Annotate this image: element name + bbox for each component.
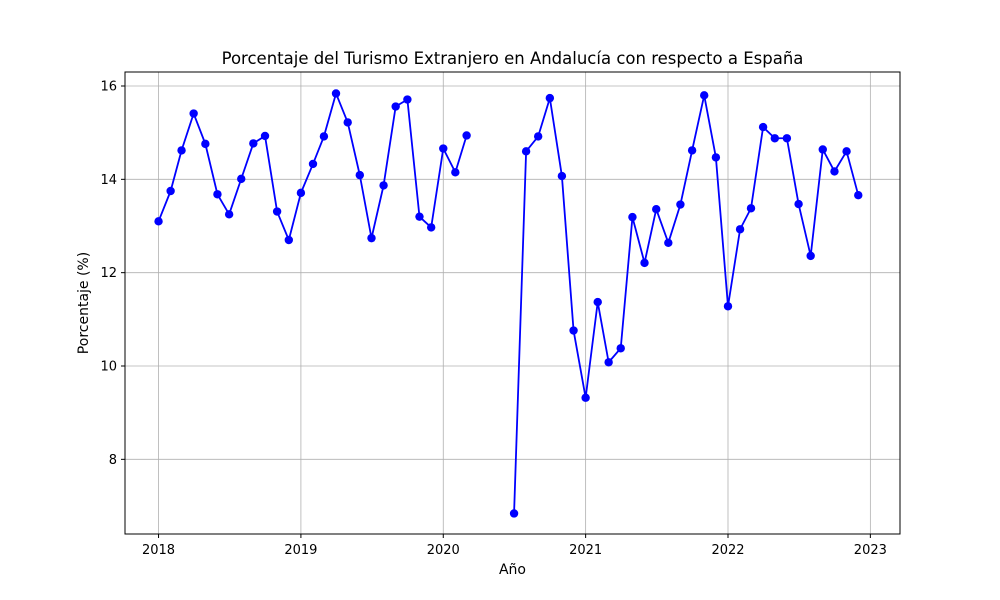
data-point[interactable] bbox=[462, 131, 471, 140]
data-point[interactable] bbox=[628, 212, 637, 222]
data-point[interactable] bbox=[509, 509, 519, 518]
data-point[interactable] bbox=[451, 168, 460, 177]
data-point[interactable] bbox=[260, 131, 270, 141]
ticks: 2018 2019 2020 2021 2022 2023 8 10 12 14 16 bbox=[100, 80, 886, 559]
data-point[interactable] bbox=[272, 207, 282, 216]
data-point[interactable] bbox=[770, 134, 779, 143]
data-point[interactable] bbox=[746, 204, 756, 213]
data-point[interactable] bbox=[391, 102, 400, 111]
data-point[interactable] bbox=[439, 144, 448, 153]
data-point[interactable] bbox=[426, 223, 436, 232]
data-point[interactable] bbox=[545, 93, 555, 103]
data-point[interactable] bbox=[557, 171, 567, 181]
data-point[interactable] bbox=[794, 199, 803, 209]
data-point[interactable] bbox=[521, 147, 531, 156]
data-point[interactable] bbox=[735, 225, 745, 234]
data-point[interactable] bbox=[687, 146, 697, 155]
data-point[interactable] bbox=[616, 344, 625, 353]
y-tick-label: 12 bbox=[100, 266, 117, 281]
data-point[interactable] bbox=[640, 258, 649, 268]
data-point[interactable] bbox=[676, 200, 685, 209]
data-point[interactable] bbox=[177, 146, 186, 155]
data-point[interactable] bbox=[593, 297, 602, 307]
data-point[interactable] bbox=[367, 233, 376, 243]
data-point[interactable] bbox=[533, 132, 543, 141]
y-tick-label: 10 bbox=[100, 360, 117, 375]
data-point[interactable] bbox=[213, 190, 222, 199]
data-point[interactable] bbox=[296, 188, 306, 198]
data-point[interactable] bbox=[415, 212, 424, 221]
data-point[interactable] bbox=[308, 159, 318, 169]
data-point[interactable] bbox=[224, 210, 234, 219]
x-tick-label: 2020 bbox=[427, 543, 460, 558]
data-point[interactable] bbox=[403, 95, 412, 104]
data-point[interactable] bbox=[782, 134, 792, 143]
data-point[interactable] bbox=[652, 205, 661, 214]
data-point[interactable] bbox=[154, 217, 163, 226]
series-layer bbox=[154, 89, 863, 518]
x-tick-label: 2018 bbox=[142, 543, 175, 558]
data-point[interactable] bbox=[818, 145, 827, 154]
data-point[interactable] bbox=[842, 147, 851, 156]
series-line bbox=[513, 94, 860, 514]
data-point[interactable] bbox=[806, 251, 815, 261]
y-tick-label: 8 bbox=[109, 453, 117, 468]
data-point[interactable] bbox=[711, 153, 721, 162]
data-point[interactable] bbox=[237, 174, 246, 184]
data-point[interactable] bbox=[343, 118, 352, 127]
data-point[interactable] bbox=[379, 181, 388, 190]
data-point[interactable] bbox=[604, 358, 613, 367]
x-tick-label: 2019 bbox=[284, 543, 317, 558]
data-point[interactable] bbox=[758, 122, 768, 132]
data-point[interactable] bbox=[723, 302, 733, 311]
data-point[interactable] bbox=[331, 89, 341, 98]
data-point[interactable] bbox=[854, 191, 863, 200]
data-point[interactable] bbox=[189, 109, 198, 118]
data-point[interactable] bbox=[581, 393, 590, 402]
data-point[interactable] bbox=[284, 235, 294, 245]
x-axis-label: Año bbox=[499, 562, 526, 578]
data-point[interactable] bbox=[700, 91, 709, 100]
data-point[interactable] bbox=[201, 139, 210, 149]
y-tick-label: 16 bbox=[100, 80, 117, 95]
x-tick-label: 2023 bbox=[854, 543, 887, 558]
chart-title: Porcentaje del Turismo Extranjero en And… bbox=[222, 49, 804, 68]
data-point[interactable] bbox=[830, 167, 839, 176]
y-axis-label: Porcentaje (%) bbox=[76, 252, 92, 354]
data-point[interactable] bbox=[569, 326, 578, 335]
data-point[interactable] bbox=[166, 186, 175, 196]
data-point[interactable] bbox=[249, 139, 258, 148]
plot-frame bbox=[124, 71, 901, 535]
x-tick-label: 2021 bbox=[569, 543, 602, 558]
data-point[interactable] bbox=[664, 238, 673, 247]
x-tick-label: 2022 bbox=[711, 543, 744, 558]
data-point[interactable] bbox=[319, 132, 329, 141]
y-tick-label: 14 bbox=[100, 173, 117, 188]
data-point[interactable] bbox=[355, 170, 364, 180]
